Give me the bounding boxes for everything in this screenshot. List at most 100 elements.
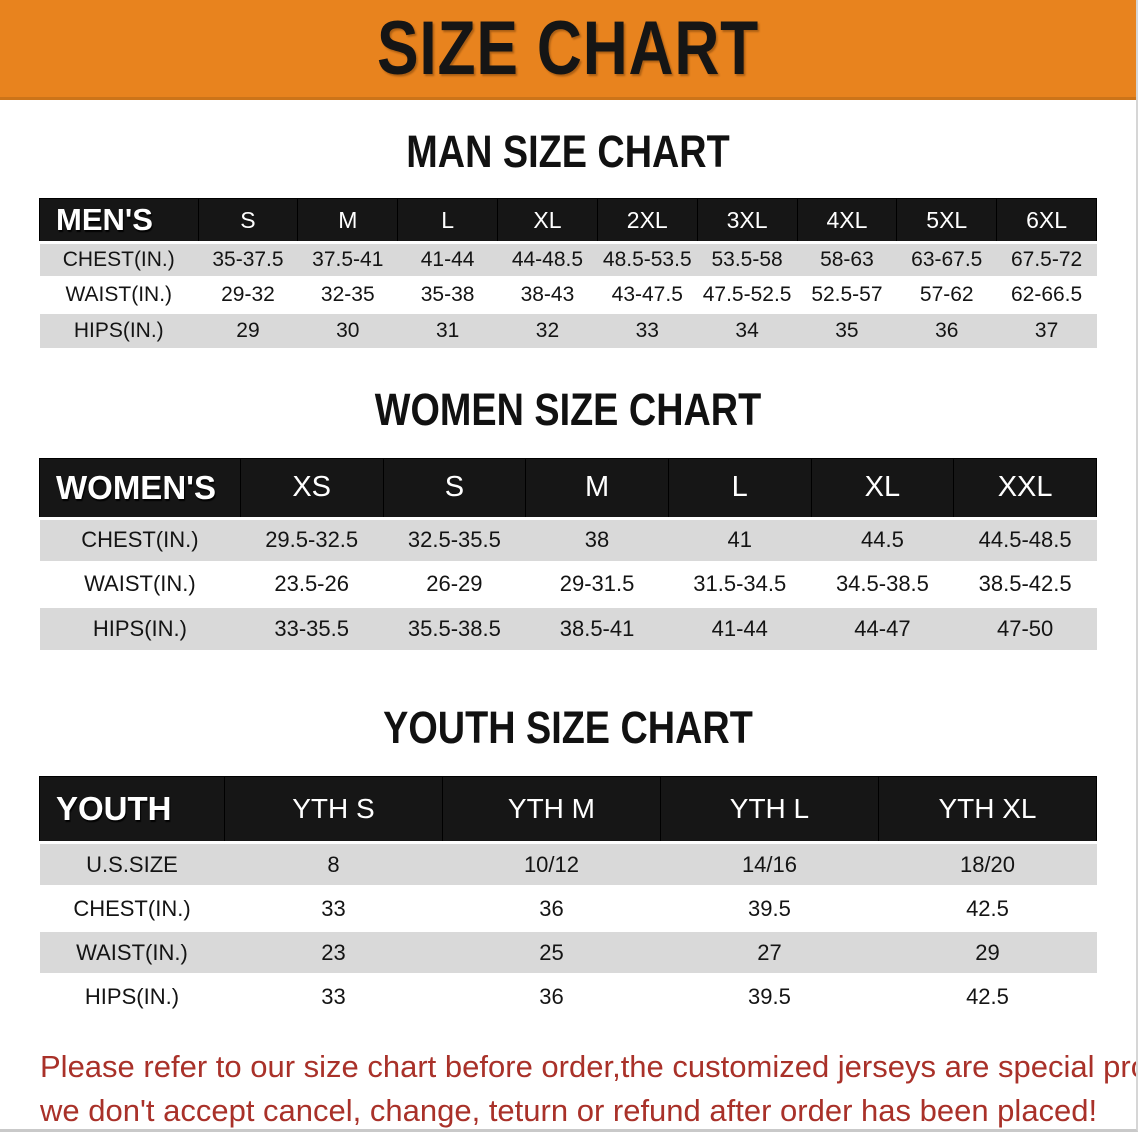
- size-value-cell: 29: [878, 929, 1097, 975]
- table-row: HIPS(IN.) 29 30 31 32 33 34 35 36 37: [39, 311, 1097, 348]
- table-row: WAIST(IN.) 29-32 32-35 35-38 38-43 43-47.5 47.…: [39, 276, 1097, 313]
- size-value-cell: 35-38: [397, 276, 498, 313]
- size-value-cell: 42.5: [878, 973, 1097, 1019]
- size-column-header: M: [525, 457, 669, 519]
- women-size-table: WOMEN'S XS S M L XL XXL CHEST(IN.) 29.5-32.5 32.5…: [39, 457, 1097, 650]
- size-value-cell: 27: [660, 929, 879, 975]
- row-label: HIPS(IN.): [39, 973, 225, 1019]
- size-value-cell: 31: [397, 311, 498, 348]
- table-row: WAIST(IN.) 23 25 27 29: [39, 929, 1097, 975]
- size-value-cell: 32-35: [297, 276, 398, 313]
- women-size-chart-section: WOMEN SIZE CHART WOMEN'S XS S M L XL XXL CHEST(…: [0, 383, 1136, 650]
- row-label: HIPS(IN.): [39, 604, 241, 650]
- size-value-cell: 10/12: [442, 841, 661, 887]
- youth-section-heading: YOUTH SIZE CHART: [383, 702, 753, 753]
- size-value-cell: 29-31.5: [525, 560, 669, 606]
- size-value-cell: 29-32: [198, 276, 298, 313]
- size-column-header: S: [382, 457, 527, 519]
- table-row: CHEST(IN.) 33 36 39.5 42.5: [39, 885, 1097, 931]
- size-value-cell: 52.5-57: [797, 276, 897, 313]
- size-value-cell: 33: [224, 885, 443, 931]
- size-value-cell: 41-44: [397, 241, 498, 278]
- size-column-header: 4XL: [796, 198, 898, 243]
- row-label: CHEST(IN.): [39, 516, 241, 562]
- row-label: WAIST(IN.): [39, 276, 199, 313]
- size-column-header: 5XL: [896, 198, 998, 243]
- charts-container: MAN SIZE CHART MEN'S S M L XL 2XL 3XL 4XL 5XL 6XL…: [0, 126, 1136, 1019]
- size-value-cell: 38-43: [497, 276, 598, 313]
- table-row: WAIST(IN.) 23.5-26 26-29 29-31.5 31.5-34.5 34…: [39, 560, 1097, 606]
- women-table-header-row: WOMEN'S XS S M L XL XXL: [39, 457, 1097, 519]
- size-column-header: XXL: [953, 457, 1097, 519]
- size-value-cell: 38.5-42.5: [953, 560, 1097, 606]
- size-value-cell: 36: [442, 973, 661, 1019]
- men-table-title: MEN'S: [39, 198, 199, 243]
- size-value-cell: 63-67.5: [896, 241, 997, 278]
- size-column-header: YTH M: [441, 776, 661, 843]
- size-value-cell: 35-37.5: [198, 241, 298, 278]
- size-value-cell: 37.5-41: [297, 241, 398, 278]
- row-label: WAIST(IN.): [39, 560, 241, 606]
- size-value-cell: 33: [224, 973, 443, 1019]
- men-section-heading: MAN SIZE CHART: [406, 126, 730, 177]
- size-value-cell: 23.5-26: [240, 560, 384, 606]
- size-value-cell: 8: [224, 841, 443, 887]
- size-column-header: XL: [810, 457, 955, 519]
- youth-size-chart-section: YOUTH SIZE CHART YOUTH YTH S YTH M YTH L YTH…: [0, 702, 1136, 1019]
- youth-table-title: YOUTH: [39, 776, 225, 843]
- size-value-cell: 57-62: [896, 276, 997, 313]
- size-column-header: YTH L: [659, 776, 879, 843]
- size-column-header: 3XL: [696, 198, 798, 243]
- size-column-header: YTH XL: [877, 776, 1098, 843]
- size-value-cell: 44-48.5: [497, 241, 598, 278]
- size-value-cell: 38.5-41: [525, 604, 669, 650]
- size-column-header: L: [667, 457, 812, 519]
- size-value-cell: 25: [442, 929, 661, 975]
- size-column-header: S: [197, 198, 299, 243]
- size-value-cell: 62-66.5: [996, 276, 1097, 313]
- size-value-cell: 43-47.5: [597, 276, 698, 313]
- size-value-cell: 35.5-38.5: [383, 604, 526, 650]
- size-value-cell: 34: [697, 311, 798, 348]
- size-value-cell: 39.5: [660, 885, 879, 931]
- size-value-cell: 47-50: [953, 604, 1097, 650]
- table-row: U.S.SIZE 8 10/12 14/16 18/20: [39, 841, 1097, 887]
- size-column-header: XS: [239, 457, 384, 519]
- men-table-header-row: MEN'S S M L XL 2XL 3XL 4XL 5XL 6XL: [39, 198, 1097, 243]
- size-value-cell: 31.5-34.5: [668, 560, 812, 606]
- youth-table-header-row: YOUTH YTH S YTH M YTH L YTH XL: [39, 776, 1098, 843]
- table-row: HIPS(IN.) 33 36 39.5 42.5: [39, 973, 1097, 1019]
- size-value-cell: 44.5-48.5: [953, 516, 1097, 562]
- size-value-cell: 34.5-38.5: [811, 560, 954, 606]
- banner-title: SIZE CHART: [376, 6, 760, 91]
- row-label: CHEST(IN.): [39, 885, 225, 931]
- table-row: CHEST(IN.) 35-37.5 37.5-41 41-44 44-48.5 48.5…: [39, 241, 1097, 278]
- size-column-header: M: [297, 198, 399, 243]
- size-value-cell: 44.5: [811, 516, 954, 562]
- size-value-cell: 36: [442, 885, 661, 931]
- size-value-cell: 29: [198, 311, 298, 348]
- size-value-cell: 47.5-52.5: [697, 276, 798, 313]
- size-value-cell: 39.5: [660, 973, 879, 1019]
- size-value-cell: 14/16: [660, 841, 879, 887]
- row-label: WAIST(IN.): [39, 929, 225, 975]
- disclaimer-line-1: Please refer to our size chart before or…: [40, 1048, 1138, 1084]
- size-value-cell: 41-44: [668, 604, 812, 650]
- banner: SIZE CHART: [0, 0, 1136, 100]
- size-value-cell: 44-47: [811, 604, 954, 650]
- women-section-heading: WOMEN SIZE CHART: [374, 383, 762, 435]
- size-value-cell: 37: [996, 311, 1097, 348]
- row-label: CHEST(IN.): [39, 241, 199, 278]
- size-value-cell: 23: [224, 929, 443, 975]
- size-value-cell: 53.5-58: [697, 241, 798, 278]
- women-table-title: WOMEN'S: [39, 457, 241, 519]
- size-value-cell: 32: [497, 311, 598, 348]
- size-value-cell: 30: [297, 311, 398, 348]
- size-value-cell: 48.5-53.5: [597, 241, 698, 278]
- size-value-cell: 42.5: [878, 885, 1097, 931]
- size-value-cell: 29.5-32.5: [240, 516, 384, 562]
- size-value-cell: 18/20: [878, 841, 1097, 887]
- disclaimer-line-2: we don't accept cancel, change, teturn o…: [40, 1092, 1098, 1128]
- men-size-chart-section: MAN SIZE CHART MEN'S S M L XL 2XL 3XL 4XL 5XL 6XL…: [0, 126, 1136, 348]
